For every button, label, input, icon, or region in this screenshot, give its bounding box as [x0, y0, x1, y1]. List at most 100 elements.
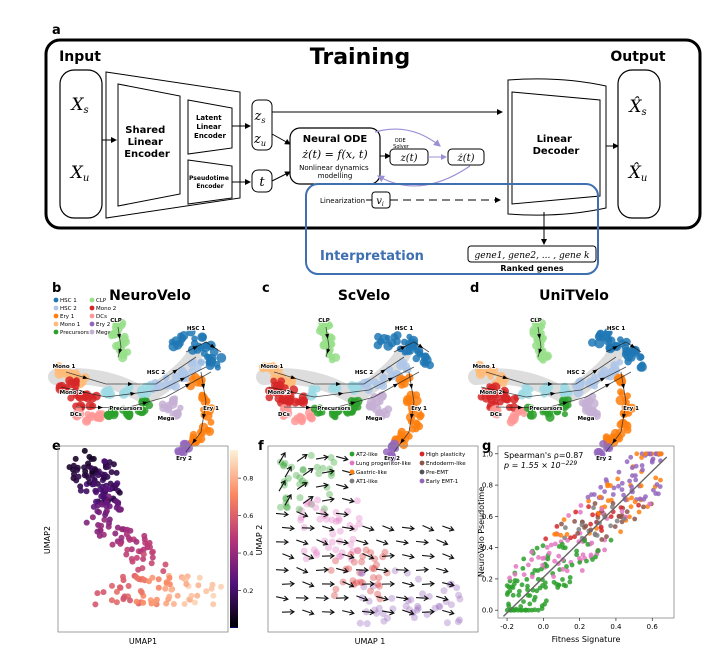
cell-point — [373, 609, 380, 617]
velocity-streamline — [605, 341, 642, 353]
cell-point — [628, 454, 634, 460]
cell-point — [513, 564, 519, 569]
velocity-arrow — [442, 553, 455, 560]
velocity-arrow — [284, 465, 292, 478]
cell-point — [529, 607, 535, 613]
umap-cell — [296, 412, 304, 421]
velocity-arrow — [376, 539, 389, 546]
cell-point — [327, 566, 335, 574]
cell-point — [413, 606, 421, 614]
colorbar-tick-label: 0.4 — [243, 550, 253, 558]
umap-cell — [542, 386, 552, 395]
umap-cell — [385, 365, 394, 374]
input-box — [59, 69, 103, 219]
cell-point — [624, 509, 630, 515]
legend-swatch — [53, 329, 59, 335]
cell-point — [320, 505, 328, 513]
cell-point — [210, 601, 217, 608]
legend-label: HSC 1 — [60, 298, 77, 304]
cell-point — [92, 487, 99, 494]
cell-point — [117, 540, 124, 547]
velocity-arrowhead — [290, 375, 296, 380]
cell-point — [313, 549, 320, 556]
velocity-arrow — [321, 468, 335, 475]
cell-point — [355, 514, 363, 522]
cell-point — [194, 592, 201, 599]
cell-point — [554, 524, 560, 529]
velocity-arrowhead — [336, 382, 341, 386]
umap-cell — [590, 408, 598, 415]
legend-swatch — [349, 460, 355, 466]
umap-cell — [564, 401, 572, 409]
cell-point — [356, 569, 364, 577]
legend-label: AT2-like — [356, 452, 378, 458]
cell-point — [380, 617, 388, 625]
velocity-arrow — [296, 511, 309, 518]
panel-f-xlabel: UMAP 1 — [355, 637, 386, 646]
legend-label: Pre-EMT — [426, 470, 449, 476]
cell-point — [588, 521, 593, 527]
umap-cell — [169, 397, 177, 404]
velocity-arrowhead — [184, 383, 191, 388]
cell-point — [622, 496, 628, 502]
t-symbol: t — [259, 175, 265, 190]
velocity-arrowhead — [537, 333, 542, 339]
velocity-arrow — [381, 580, 396, 587]
linear-decoder-shape — [511, 91, 601, 205]
cell-point — [101, 471, 108, 478]
cell-point — [529, 574, 535, 580]
panel-g-chart: -0.2 0.0 0.2 0.4 0.6 0.0 0.2 0.4 0.6 0.8 1.0 — [482, 450, 668, 631]
velocity-arrow — [421, 608, 436, 615]
velocity-arrow — [415, 539, 429, 546]
cell-point — [637, 496, 643, 502]
velocity-arrow — [382, 609, 395, 616]
umap-plot-unitvelo: CLP HSC 1 Mono 1 HSC 2 Mono 2 DCs Precursors Me… — [468, 316, 647, 463]
cell-point — [114, 524, 121, 531]
interpretation-label: Interpretation — [320, 249, 424, 264]
cell-point — [531, 597, 537, 603]
latent-encoder-label: Latent Linear Encoder — [194, 114, 226, 140]
cell-point — [564, 568, 570, 574]
velocity-arrow — [342, 553, 355, 560]
velocity-arrowhead — [288, 389, 294, 394]
ranked-genes-label: Ranked genes — [500, 264, 564, 273]
cell-point — [349, 535, 357, 543]
cell-point — [604, 534, 609, 539]
cell-point — [307, 452, 315, 459]
umap-cell — [380, 373, 388, 381]
cell-point — [149, 554, 156, 561]
cell-point — [415, 575, 422, 583]
umap-cell — [286, 378, 296, 388]
ode-description: Nonlinear dynamics modelling — [299, 164, 371, 180]
cell-point — [523, 607, 529, 613]
cell-point — [633, 477, 639, 483]
cell-point — [83, 488, 90, 495]
umap-cell — [198, 429, 206, 437]
cell-point — [94, 590, 101, 597]
panel-e-ylabel: UMAP2 — [43, 526, 52, 554]
cell-point — [608, 523, 613, 529]
umap-cell — [200, 396, 211, 407]
cluster-label: Mono 1 — [473, 364, 496, 370]
velocity-arrowhead — [612, 438, 617, 444]
cluster-label: Mega — [366, 416, 383, 422]
pseudotime-encoder-shape — [187, 159, 233, 205]
cell-point — [509, 606, 515, 612]
legend-swatch — [349, 469, 355, 475]
cell-point — [402, 602, 410, 610]
legend-swatch — [419, 451, 425, 457]
velocity-arrow — [335, 594, 350, 601]
cell-point — [128, 555, 135, 562]
velocity-arrow — [276, 595, 289, 602]
cell-point — [507, 588, 513, 594]
cell-point — [108, 597, 115, 604]
cell-point — [369, 574, 377, 582]
cell-point — [101, 516, 108, 523]
cell-point — [299, 466, 307, 474]
cell-point — [640, 467, 645, 473]
cell-point — [519, 582, 525, 588]
cluster-label: Mono 1 — [53, 364, 76, 370]
xu-hat-symbol: X̂u — [627, 163, 648, 184]
cell-point — [536, 555, 541, 560]
velocity-arrowhead — [192, 438, 197, 444]
